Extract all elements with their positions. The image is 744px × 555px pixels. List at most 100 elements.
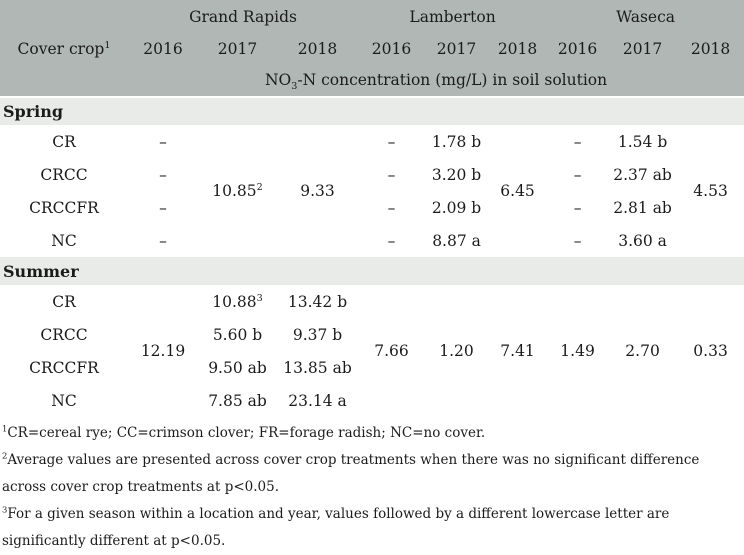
unit-header: NO3-N concentration (mg/L) in soil solut… bbox=[128, 64, 744, 98]
unit-row-spacer bbox=[0, 64, 128, 98]
footnote-2-marker: 2 bbox=[2, 450, 8, 461]
cell-spring-nc-was2017: 3.60 a bbox=[618, 231, 667, 250]
cell-summer-cr-gr2017: 10.883 bbox=[198, 285, 277, 318]
cell-summer-nc-gr2017: 7.85 ab bbox=[208, 391, 267, 410]
row-label-crcc: CRCC bbox=[40, 165, 88, 184]
cell-summer-nc-gr2018: 23.14 a bbox=[288, 391, 347, 410]
cell-summer-merged-lam2018: 7.41 bbox=[500, 342, 535, 360]
cell-spring-crcc-was2017: 2.37 ab bbox=[613, 165, 672, 184]
cell-summer-merged-was2016: 1.49 bbox=[560, 342, 595, 360]
year-header-gr-2016: 2016 bbox=[128, 33, 198, 64]
footnote-3-marker: 3 bbox=[2, 504, 8, 515]
cell-value: 10.88 bbox=[212, 292, 257, 311]
footnote-1-marker: 1 bbox=[2, 423, 8, 434]
cell-summer-merged-was2018: 0.33 bbox=[693, 342, 728, 360]
cell-spring-crccfr-lam2016: – bbox=[387, 198, 396, 217]
cell-spring-cr-lam2017: 1.78 b bbox=[431, 132, 482, 151]
footnotes: 1CR=cereal rye; CC=crimson clover; FR=fo… bbox=[0, 417, 744, 555]
year-header-lam-2016: 2016 bbox=[358, 33, 426, 64]
table-row-spring-crcc: CRCC – – 3.20 b – 2.37 ab bbox=[0, 158, 744, 191]
year-header-lam-2018: 2018 bbox=[488, 33, 548, 64]
year-header-lam-2017: 2017 bbox=[425, 33, 489, 64]
location-header-lamberton: Lamberton bbox=[358, 0, 548, 33]
table-row-summer-cr: CR 12.19 10.883 13.42 b 7.66 1.20 7.41 1… bbox=[0, 285, 744, 361]
cell-spring-merged-gr2018: 9.33 bbox=[300, 182, 335, 200]
cell-spring-nc-was2016: – bbox=[573, 231, 582, 250]
year-header-was-2018: 2018 bbox=[677, 33, 744, 64]
section-row-summer: Summer bbox=[0, 257, 744, 285]
cell-spring-cr-was2017: 1.54 b bbox=[617, 132, 668, 151]
year-header-was-2016: 2016 bbox=[547, 33, 609, 64]
cell-spring-crcc-lam2016: – bbox=[387, 165, 396, 184]
corner-spacer bbox=[0, 0, 128, 33]
table-row-spring-nc: NC – – 8.87 a – 3.60 a bbox=[0, 224, 744, 257]
unit-prefix: NO bbox=[264, 71, 292, 89]
cover-crop-header-label: Cover crop bbox=[17, 39, 105, 58]
table-row-summer-nc: NC 7.85 ab 23.14 a bbox=[0, 384, 744, 417]
section-row-spring: Spring bbox=[0, 97, 744, 125]
cell-spring-crccfr-was2017: 2.81 ab bbox=[613, 198, 672, 217]
unit-subscript: 3 bbox=[291, 81, 298, 93]
footnote-1-text: CR=cereal rye; CC=crimson clover; FR=for… bbox=[7, 425, 486, 441]
cell-spring-nc-gr2016: – bbox=[159, 231, 167, 250]
row-label-crccfr: CRCCFR bbox=[29, 358, 99, 377]
cell-summer-crcc-gr2018: 9.37 b bbox=[292, 325, 343, 344]
row-label-cr: CR bbox=[52, 132, 76, 151]
year-header-was-2017: 2017 bbox=[608, 33, 678, 64]
cell-spring-nc-lam2017: 8.87 a bbox=[432, 231, 481, 250]
cell-summer-cr-gr2018: 13.42 b bbox=[287, 292, 348, 311]
cell-summer-merged-lam2016: 7.66 bbox=[374, 342, 409, 360]
year-header-row: Cover crop1 2016 2017 2018 2016 2017 201… bbox=[0, 33, 744, 64]
cell-summer-crccfr-gr2017: 9.50 ab bbox=[208, 358, 267, 377]
footnote-3-text: For a given season within a location and… bbox=[2, 506, 670, 549]
footnote-3: 3For a given season within a location an… bbox=[2, 501, 742, 555]
cell-spring-crcc-was2016: – bbox=[573, 165, 582, 184]
row-label-nc: NC bbox=[51, 231, 77, 250]
cell-spring-crcc-lam2017: 3.20 b bbox=[431, 165, 482, 184]
cell-summer-merged-gr2016: 12.19 bbox=[140, 342, 186, 360]
no3-concentration-table: Grand Rapids Lamberton Waseca Cover crop… bbox=[0, 0, 744, 417]
merged-value: 10.85 bbox=[212, 182, 257, 200]
year-header-gr-2017: 2017 bbox=[198, 33, 277, 64]
footnote-2: 2Average values are presented across cov… bbox=[2, 447, 742, 501]
year-header-gr-2018: 2018 bbox=[277, 33, 359, 64]
cover-crop-header: Cover crop1 bbox=[0, 33, 128, 64]
table-body: Spring CR – 10.852 9.33 – 1.78 b 6.45 – … bbox=[0, 97, 744, 417]
cell-summer-crccfr-gr2018: 13.85 ab bbox=[283, 358, 352, 377]
footnote-2-text: Average values are presented across cove… bbox=[2, 452, 700, 495]
cell-summer-merged-lam2017: 1.20 bbox=[439, 342, 474, 360]
cell-spring-crccfr-gr2016: – bbox=[159, 198, 167, 217]
cell-summer-merged-was2017: 2.70 bbox=[625, 342, 660, 360]
table-row-spring-cr: CR – 10.852 9.33 – 1.78 b 6.45 – 1.54 b … bbox=[0, 125, 744, 201]
cell-spring-crcc-gr2016: – bbox=[159, 165, 167, 184]
footnote-marker-3: 3 bbox=[256, 292, 263, 304]
cell-spring-merged-lam2018: 6.45 bbox=[500, 182, 535, 200]
table-row-spring-crccfr: CRCCFR – – 2.09 b – 2.81 ab bbox=[0, 191, 744, 224]
footnote-1: 1CR=cereal rye; CC=crimson clover; FR=fo… bbox=[2, 420, 742, 447]
row-label-nc: NC bbox=[51, 391, 77, 410]
row-label-crccfr: CRCCFR bbox=[29, 198, 99, 217]
cell-spring-crccfr-lam2017: 2.09 b bbox=[431, 198, 482, 217]
row-label-crcc: CRCC bbox=[40, 325, 88, 344]
location-header-grand-rapids: Grand Rapids bbox=[128, 0, 359, 33]
row-label-cr: CR bbox=[52, 292, 76, 311]
table-header: Grand Rapids Lamberton Waseca Cover crop… bbox=[0, 0, 744, 98]
location-header-waseca: Waseca bbox=[547, 0, 744, 33]
cell-spring-cr-lam2016: – bbox=[387, 132, 396, 151]
cell-spring-merged-was2018: 4.53 bbox=[693, 182, 728, 200]
cell-summer-crcc-gr2017: 5.60 b bbox=[212, 325, 263, 344]
unit-header-row: NO3-N concentration (mg/L) in soil solut… bbox=[0, 64, 744, 98]
cell-spring-cr-gr2016: – bbox=[159, 132, 167, 151]
location-header-row: Grand Rapids Lamberton Waseca bbox=[0, 0, 744, 33]
section-label-spring: Spring bbox=[0, 97, 744, 125]
table-row-summer-crccfr: CRCCFR 9.50 ab 13.85 ab bbox=[0, 351, 744, 384]
unit-suffix: -N concentration (mg/L) in soil solution bbox=[297, 71, 608, 89]
cover-crop-footnote-marker: 1 bbox=[104, 39, 111, 51]
section-label-summer: Summer bbox=[0, 257, 744, 285]
cell-spring-cr-was2016: – bbox=[573, 132, 582, 151]
cell-spring-crccfr-was2016: – bbox=[573, 198, 582, 217]
footnote-marker-2: 2 bbox=[256, 181, 263, 193]
table-row-summer-crcc: CRCC 5.60 b 9.37 b bbox=[0, 318, 744, 351]
cell-spring-nc-lam2016: – bbox=[387, 231, 396, 250]
cell-spring-merged-gr2017: 10.852 bbox=[198, 125, 277, 257]
